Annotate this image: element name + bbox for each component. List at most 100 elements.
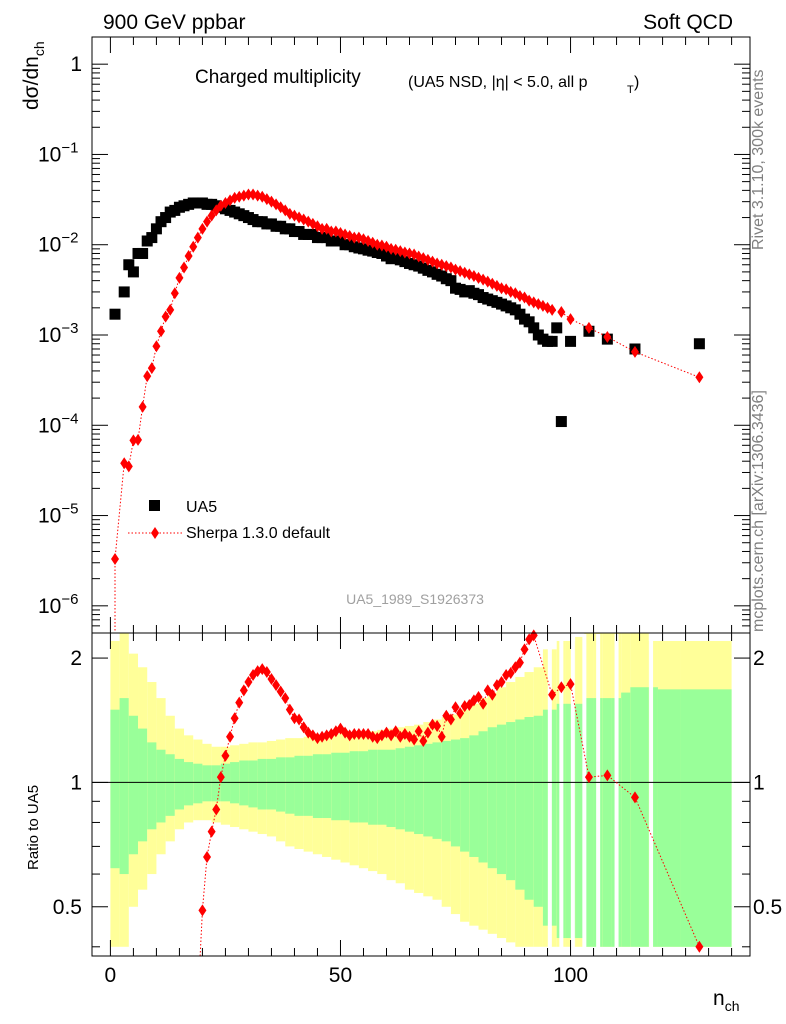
uncertainty-band-inner xyxy=(331,752,341,821)
ratio-data-point xyxy=(212,803,221,816)
main-subtitle: (UA5 NSD, |η| < 5.0, all p xyxy=(408,74,588,91)
uncertainty-band-inner xyxy=(128,715,139,855)
ratio-panel: Ratio to UA5 2 2 1 1 0.5 0.5 0 50 100 nch xyxy=(25,629,782,1014)
ratio-data-point xyxy=(506,667,515,680)
main-y-tick-label: 10−4 xyxy=(38,410,78,437)
ratio-data-point xyxy=(433,719,442,732)
main-title: Charged multiplicity xyxy=(195,67,361,88)
uncertainty-band-inner xyxy=(266,758,277,810)
main-y-tick-mantissa: 10 xyxy=(38,505,61,528)
sherpa-data-point xyxy=(134,433,143,446)
ratio-data-point xyxy=(515,656,524,669)
ratio-data-point xyxy=(414,725,423,738)
ua5-data-point xyxy=(693,338,705,350)
uncertainty-band-inner xyxy=(193,763,203,804)
uncertainty-band-inner xyxy=(119,698,129,875)
uncertainty-band-inner xyxy=(648,687,658,947)
legend-marker-ua5 xyxy=(149,500,160,511)
ua5-data-point xyxy=(109,308,121,320)
ratio-data-point xyxy=(262,666,271,679)
sherpa-data-point xyxy=(161,310,170,323)
band-gap xyxy=(582,634,587,955)
uncertainty-band-inner xyxy=(487,727,497,869)
legend-label-ua5: UA5 xyxy=(186,499,217,516)
sherpa-data-point xyxy=(584,321,593,334)
sherpa-data-point xyxy=(387,242,396,255)
sherpa-data-point xyxy=(143,370,152,383)
sherpa-data-point xyxy=(147,362,156,375)
legend-label-sherpa: Sherpa 1.3.0 default xyxy=(186,525,331,542)
uncertainty-band-inner xyxy=(294,755,304,816)
ratio-data-point xyxy=(203,850,212,863)
uncertainty-band-inner xyxy=(202,765,212,802)
ratio-data-point xyxy=(359,727,368,740)
ratio-data-point xyxy=(244,676,253,689)
uncertainty-band-inner xyxy=(432,742,442,839)
ratio-data-point xyxy=(216,771,225,784)
uncertainty-band-inner xyxy=(575,703,585,939)
main-y-axis-label: dσ/dnch xyxy=(20,41,47,110)
sherpa-data-point xyxy=(207,209,216,222)
ratio-data-point xyxy=(488,688,497,701)
sherpa-data-point xyxy=(184,250,193,263)
uncertainty-band-inner xyxy=(395,748,405,830)
ua5-data-point xyxy=(565,335,577,347)
ua5-data-point xyxy=(546,335,558,347)
uncertainty-band-inner xyxy=(478,731,488,863)
ratio-y-tick-label: 1 xyxy=(70,771,82,794)
ratio-data-point xyxy=(529,629,538,642)
ratio-data-point xyxy=(474,690,483,703)
ratio-data-point xyxy=(281,692,290,705)
uncertainty-band-inner xyxy=(414,745,424,835)
main-frame xyxy=(91,36,751,634)
watermark-label: UA5_1989_S1926373 xyxy=(346,591,484,607)
ua5-data-point xyxy=(127,266,139,278)
legend-marker-sherpa xyxy=(151,527,159,539)
main-subtitle-end: ) xyxy=(634,74,639,91)
ratio-data-point xyxy=(423,726,432,739)
main-y-tick-labels: 110−110−210−310−410−510−6 xyxy=(38,53,82,618)
uncertainty-band-inner xyxy=(469,735,479,857)
ratio-data-point xyxy=(226,730,235,743)
main-y-tick-mantissa: 10 xyxy=(38,324,61,347)
ratio-line-entry xyxy=(199,910,203,957)
ratio-data-point xyxy=(207,825,216,838)
sherpa-data-point xyxy=(138,400,147,413)
main-y-tick-exponent: −4 xyxy=(61,410,78,427)
uncertainty-band-inner xyxy=(248,760,258,808)
ua5-data-point xyxy=(150,223,162,235)
sherpa-data-point xyxy=(350,231,359,244)
main-y-tick-label: 1 xyxy=(70,53,82,76)
x-tick-label: 100 xyxy=(553,964,588,987)
ratio-y-tick-label-right: 1 xyxy=(753,771,765,794)
ratio-data-point xyxy=(557,681,566,694)
sherpa-data-point xyxy=(603,331,612,344)
ratio-data-point xyxy=(198,904,207,917)
ratio-data-point xyxy=(285,703,294,716)
x-tick-labels: 0 50 100 xyxy=(105,964,589,987)
ratio-y-tick-label-right: 0.5 xyxy=(753,896,782,919)
sherpa-data-point xyxy=(318,222,327,235)
sherpa-data-point xyxy=(327,225,336,238)
ratio-data-point xyxy=(419,734,428,747)
sherpa-data-point xyxy=(157,325,166,338)
uncertainty-band-inner xyxy=(303,755,313,816)
uncertainty-band-inner xyxy=(312,754,323,819)
main-y-tick-exponent: −6 xyxy=(61,591,78,608)
uncertainty-band-inner xyxy=(630,687,649,947)
ratio-y-tick-labels: 2 2 1 1 0.5 0.5 xyxy=(53,647,782,919)
main-y-tick-exponent: −2 xyxy=(61,230,78,247)
uncertainty-band-inner xyxy=(349,751,359,823)
ua5-data-point xyxy=(137,247,149,259)
uncertainty-band-inner xyxy=(386,749,396,827)
uncertainty-band-inner xyxy=(156,749,166,823)
ua5-data-point xyxy=(551,322,563,334)
uncertainty-band-inner xyxy=(322,754,332,819)
uncertainty-band-inner xyxy=(496,724,507,875)
ua5-data-point xyxy=(146,232,158,244)
ratio-data-point xyxy=(584,771,593,784)
ua5-data-point xyxy=(118,286,130,298)
sherpa-data-point xyxy=(166,303,175,316)
ratio-data-point xyxy=(299,721,308,734)
uncertainty-band-inner xyxy=(340,752,350,821)
